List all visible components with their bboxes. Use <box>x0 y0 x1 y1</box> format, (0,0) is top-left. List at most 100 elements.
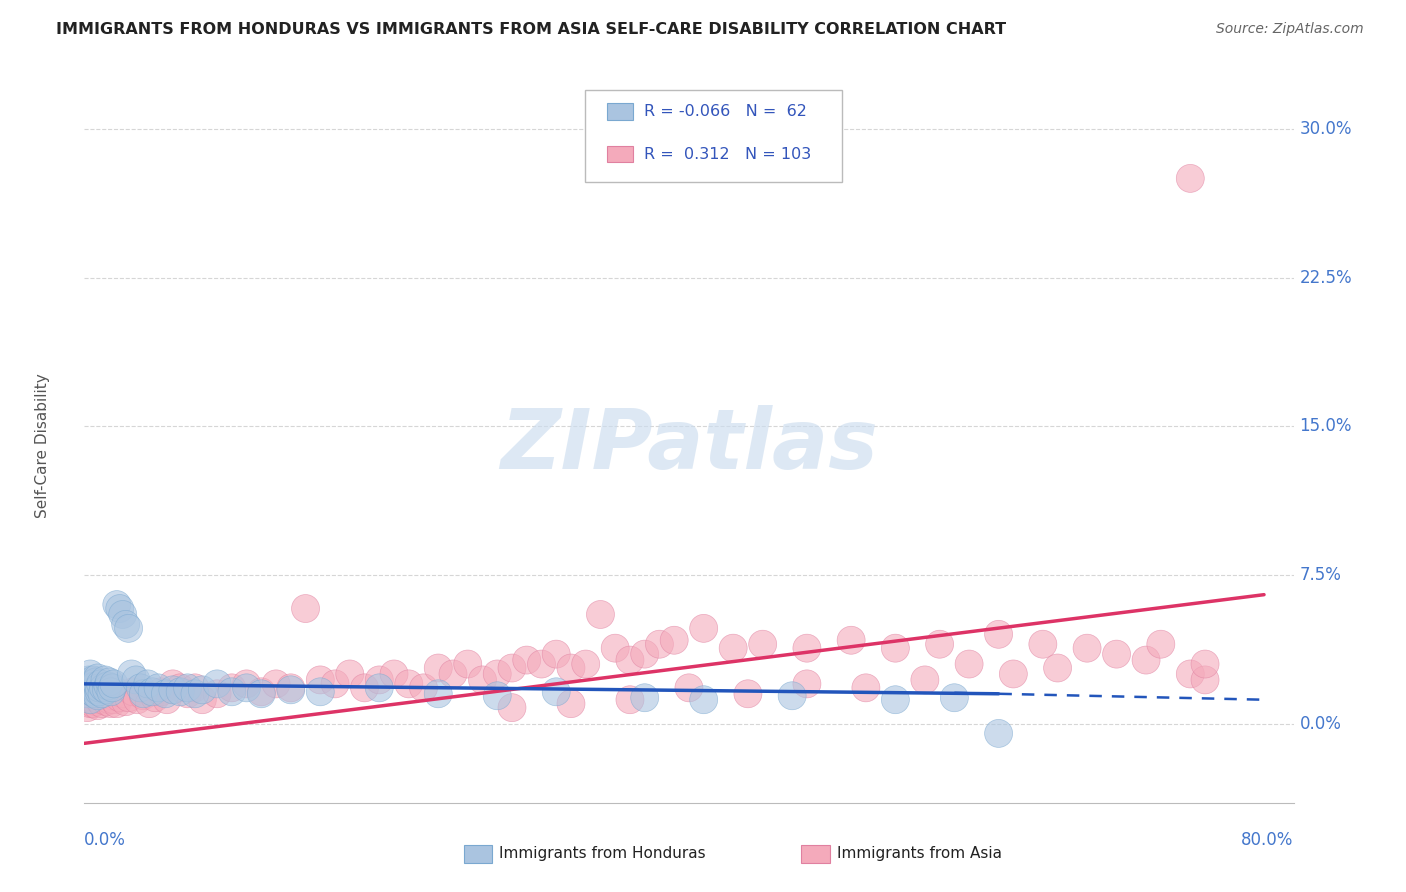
Ellipse shape <box>124 686 152 714</box>
Ellipse shape <box>86 673 112 702</box>
Ellipse shape <box>941 684 969 712</box>
Ellipse shape <box>76 686 104 714</box>
Ellipse shape <box>83 684 111 712</box>
Ellipse shape <box>77 670 105 698</box>
Ellipse shape <box>90 673 118 702</box>
Ellipse shape <box>90 678 118 706</box>
Ellipse shape <box>1177 164 1205 193</box>
Ellipse shape <box>118 660 146 688</box>
Ellipse shape <box>468 666 496 694</box>
Ellipse shape <box>882 686 910 714</box>
Ellipse shape <box>439 660 467 688</box>
Ellipse shape <box>159 676 187 704</box>
Ellipse shape <box>96 668 124 696</box>
Ellipse shape <box>955 650 983 678</box>
Ellipse shape <box>75 680 103 707</box>
Ellipse shape <box>1102 640 1130 668</box>
Ellipse shape <box>366 666 394 694</box>
Ellipse shape <box>115 684 142 712</box>
Ellipse shape <box>86 678 112 706</box>
Ellipse shape <box>108 600 136 629</box>
Ellipse shape <box>232 670 260 698</box>
Ellipse shape <box>645 631 673 658</box>
Ellipse shape <box>616 686 644 714</box>
Ellipse shape <box>527 650 555 678</box>
Ellipse shape <box>72 686 100 714</box>
Ellipse shape <box>837 626 865 654</box>
Ellipse shape <box>80 676 108 704</box>
Ellipse shape <box>484 681 512 710</box>
Ellipse shape <box>127 673 155 702</box>
Ellipse shape <box>395 670 423 698</box>
Text: 0.0%: 0.0% <box>1299 714 1341 732</box>
Ellipse shape <box>572 650 600 678</box>
Ellipse shape <box>100 686 128 714</box>
Ellipse shape <box>73 694 101 722</box>
Ellipse shape <box>96 686 124 714</box>
Ellipse shape <box>690 686 717 714</box>
Ellipse shape <box>307 678 335 706</box>
Text: 30.0%: 30.0% <box>1299 120 1353 138</box>
Ellipse shape <box>1043 654 1071 682</box>
Ellipse shape <box>181 673 209 702</box>
Ellipse shape <box>129 681 157 710</box>
Ellipse shape <box>1191 666 1219 694</box>
Ellipse shape <box>77 686 105 714</box>
Ellipse shape <box>277 676 305 704</box>
Ellipse shape <box>103 591 131 618</box>
Ellipse shape <box>202 670 231 698</box>
Ellipse shape <box>557 654 585 682</box>
Ellipse shape <box>83 681 111 710</box>
Ellipse shape <box>690 615 717 642</box>
Ellipse shape <box>87 670 114 698</box>
Text: R = -0.066   N =  62: R = -0.066 N = 62 <box>644 104 807 119</box>
Ellipse shape <box>350 673 378 702</box>
Ellipse shape <box>720 634 747 662</box>
Ellipse shape <box>75 673 103 702</box>
Ellipse shape <box>120 678 148 706</box>
Ellipse shape <box>86 686 112 714</box>
Text: R =  0.312   N = 103: R = 0.312 N = 103 <box>644 147 811 161</box>
Text: 80.0%: 80.0% <box>1241 831 1294 849</box>
Ellipse shape <box>793 634 821 662</box>
Ellipse shape <box>143 673 172 702</box>
Text: 15.0%: 15.0% <box>1299 417 1353 435</box>
Ellipse shape <box>181 680 209 707</box>
Text: 22.5%: 22.5% <box>1299 268 1353 286</box>
Ellipse shape <box>82 676 110 704</box>
Ellipse shape <box>277 673 305 702</box>
Ellipse shape <box>218 678 246 706</box>
Ellipse shape <box>1029 631 1057 658</box>
Ellipse shape <box>409 673 437 702</box>
Ellipse shape <box>79 673 107 702</box>
Ellipse shape <box>1073 634 1101 662</box>
Ellipse shape <box>166 678 194 706</box>
Ellipse shape <box>135 690 163 718</box>
Ellipse shape <box>152 680 180 707</box>
Ellipse shape <box>138 678 166 706</box>
Ellipse shape <box>89 690 117 718</box>
Ellipse shape <box>852 673 880 702</box>
Ellipse shape <box>247 680 276 707</box>
Ellipse shape <box>925 631 953 658</box>
Ellipse shape <box>232 673 260 702</box>
Ellipse shape <box>76 660 104 688</box>
Ellipse shape <box>97 678 125 706</box>
Ellipse shape <box>984 620 1012 648</box>
Ellipse shape <box>661 626 688 654</box>
Ellipse shape <box>93 688 121 715</box>
Ellipse shape <box>602 634 630 662</box>
Ellipse shape <box>103 690 131 718</box>
Ellipse shape <box>1132 646 1160 674</box>
Ellipse shape <box>188 676 217 704</box>
Ellipse shape <box>111 610 139 639</box>
Ellipse shape <box>188 686 217 714</box>
Ellipse shape <box>73 680 101 707</box>
Ellipse shape <box>748 631 776 658</box>
Text: IMMIGRANTS FROM HONDURAS VS IMMIGRANTS FROM ASIA SELF-CARE DISABILITY CORRELATIO: IMMIGRANTS FROM HONDURAS VS IMMIGRANTS F… <box>56 22 1007 37</box>
Ellipse shape <box>86 678 112 706</box>
Ellipse shape <box>616 646 644 674</box>
Ellipse shape <box>543 678 571 706</box>
Ellipse shape <box>336 660 364 688</box>
Ellipse shape <box>75 666 103 694</box>
